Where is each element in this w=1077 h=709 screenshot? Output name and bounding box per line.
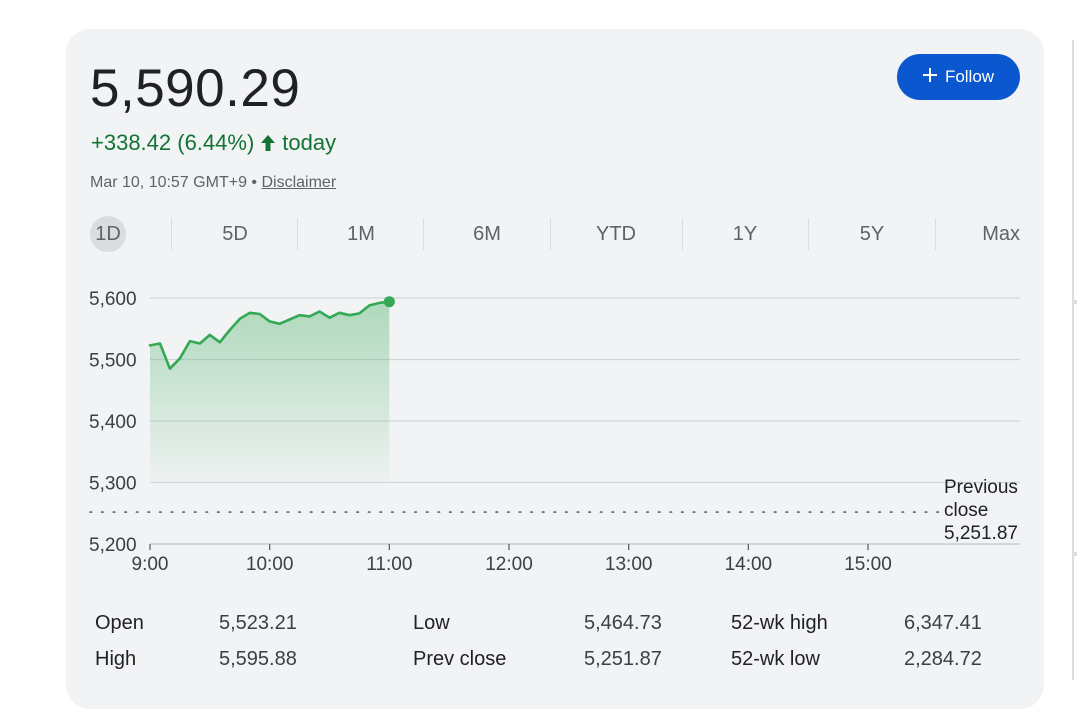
current-price: 5,590.29 xyxy=(90,59,301,118)
x-tick-label: 15:00 xyxy=(844,554,892,575)
tab-divider xyxy=(171,218,172,250)
latest-price-dot xyxy=(383,296,395,308)
meta-separator: • xyxy=(251,174,258,191)
x-tick-label: 11:00 xyxy=(366,554,412,575)
stat-label-low: Low xyxy=(413,612,450,634)
tab-6m[interactable]: 6M xyxy=(473,223,501,245)
x-tick-label: 14:00 xyxy=(725,554,773,575)
change-suffix: today xyxy=(282,130,337,155)
stat-value-prev-close: 5,251.87 xyxy=(584,648,662,670)
time-range-tabs: 1D 5D 1M 6M YTD 1Y 5Y Max xyxy=(90,216,1020,252)
quote-meta: Mar 10, 10:57 GMT+9 • Disclaimer xyxy=(90,173,336,193)
side-panel-divider xyxy=(1074,300,1077,304)
stat-value-high: 5,595.88 xyxy=(219,648,297,670)
side-panel-edge xyxy=(1072,40,1077,680)
y-tick-label: 5,600 xyxy=(89,289,137,310)
tab-divider xyxy=(682,218,683,250)
tab-1y[interactable]: 1Y xyxy=(732,223,758,245)
timestamp: Mar 10, 10:57 GMT+9 xyxy=(90,174,247,191)
tab-max[interactable]: Max xyxy=(982,223,1020,245)
tab-divider xyxy=(423,218,424,250)
stat-value-low: 5,464.73 xyxy=(584,612,662,634)
stat-label-52wk-low: 52-wk low xyxy=(731,648,820,670)
tab-divider xyxy=(297,218,298,250)
stat-label-high: High xyxy=(95,648,137,670)
tab-1d[interactable]: 1D xyxy=(90,216,126,252)
tab-1m[interactable]: 1M xyxy=(347,223,375,245)
stat-label-52wk-high: 52-wk high xyxy=(731,612,828,634)
x-tick-label: 13:00 xyxy=(605,554,653,575)
tab-ytd[interactable]: YTD xyxy=(596,223,636,245)
price-chart[interactable]: 5,600 5,500 5,400 5,300 5,200 Previousclose5,… xyxy=(80,280,1030,580)
price-area xyxy=(150,301,390,482)
y-tick-label: 5,400 xyxy=(89,412,137,433)
tab-5y[interactable]: 5Y xyxy=(859,223,885,245)
stat-value-52wk-high: 6,347.41 xyxy=(904,612,982,634)
follow-label: Follow xyxy=(944,67,995,86)
previous-close-label: close xyxy=(944,500,988,521)
x-tick-label: 10:00 xyxy=(246,554,294,575)
plus-icon xyxy=(922,67,937,87)
tab-divider xyxy=(935,218,936,250)
previous-close-label: Previous xyxy=(944,477,1018,498)
arrow-up-icon xyxy=(260,134,276,152)
y-tick-label: 5,200 xyxy=(89,535,137,556)
previous-close-label: 5,251.87 xyxy=(944,523,1018,544)
price-line xyxy=(148,300,391,370)
stat-label-open: Open xyxy=(95,612,144,634)
y-tick-label: 5,500 xyxy=(89,351,137,372)
disclaimer-link[interactable]: Disclaimer xyxy=(261,174,337,191)
tab-divider xyxy=(550,218,551,250)
stat-value-52wk-low: 2,284.72 xyxy=(904,648,982,670)
tab-5d[interactable]: 5D xyxy=(222,223,248,245)
price-change: +338.42 (6.44%) today xyxy=(91,129,336,157)
stat-value-open: 5,523.21 xyxy=(219,612,297,634)
y-tick-label: 5,300 xyxy=(89,474,137,495)
x-tick-label: 12:00 xyxy=(485,554,533,575)
change-value: +338.42 (6.44%) xyxy=(91,130,255,155)
x-tick-label: 9:00 xyxy=(132,554,169,575)
side-panel-divider xyxy=(1074,552,1077,556)
stat-label-prev-close: Prev close xyxy=(413,648,507,670)
tab-divider xyxy=(808,218,809,250)
follow-button[interactable]: Follow xyxy=(897,54,1020,100)
